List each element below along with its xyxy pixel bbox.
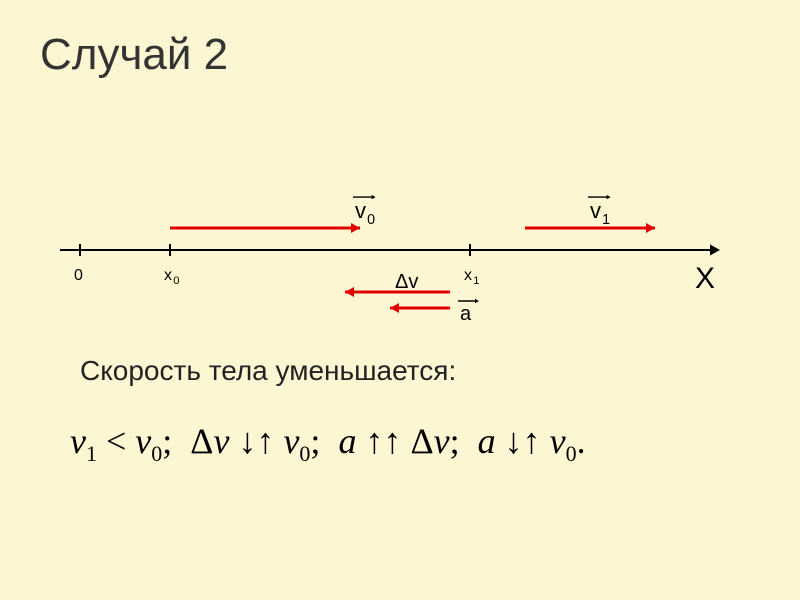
svg-text:1: 1 [602,212,610,228]
svg-text:1: 1 [473,275,479,287]
svg-text:0: 0 [367,212,375,228]
svg-text:v: v [355,198,366,223]
diagram-svg: X0x0x1v0v1Δva [60,180,740,360]
svg-text:0: 0 [74,267,83,284]
svg-text:0: 0 [173,275,179,287]
slide-title: Случай 2 [40,30,228,80]
svg-text:a: a [460,303,472,325]
svg-text:x: x [164,267,172,284]
slide: Случай 2 X0x0x1v0v1Δva Скорость тела уме… [0,0,800,600]
formula: v1 < v0;Δv ↓↑ v0;a ↑↑ Δv;a ↓↑ v0. [70,420,586,467]
svg-text:v: v [590,198,601,223]
svg-text:Δv: Δv [395,271,418,293]
svg-text:X: X [695,262,715,295]
diagram: X0x0x1v0v1Δva [60,180,740,360]
svg-text:x: x [464,267,472,284]
caption-text: Скорость тела уменьшается: [80,355,456,387]
